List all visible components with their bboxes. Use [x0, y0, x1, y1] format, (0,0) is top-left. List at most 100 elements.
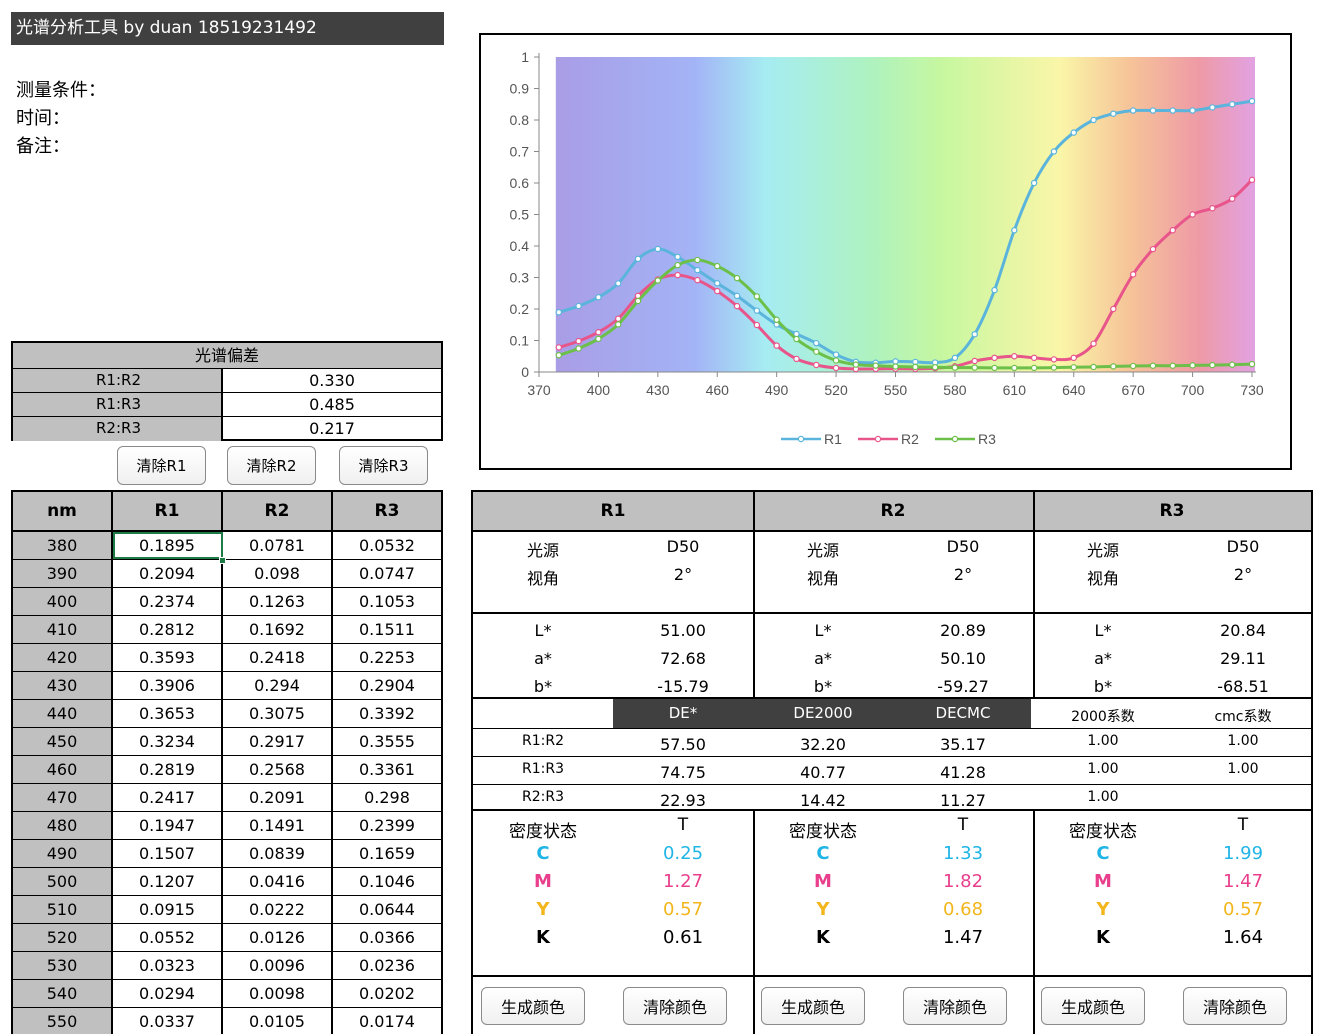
a-star-value: 29.11	[1220, 649, 1266, 668]
r3-cell[interactable]: 0.0236	[333, 952, 443, 979]
x-tick-label: 700	[1181, 382, 1205, 398]
r1-cell[interactable]: 0.1947	[113, 812, 223, 839]
r1-cell[interactable]: 0.2374	[113, 588, 223, 615]
k2000-header: 2000系数	[1071, 709, 1135, 725]
r1-cell[interactable]: 0.0552	[113, 924, 223, 951]
spectrum-chart: 0 0.1 0.2 0.3 0.4 0.5 0.6 0.7 0.8 0.9 1 370 400 430 46…	[479, 33, 1292, 470]
r2-cell[interactable]: 0.1692	[223, 616, 333, 643]
fill-handle[interactable]	[219, 557, 226, 564]
density-m-value: 1.82	[942, 871, 984, 892]
r2-cell[interactable]: 0.2568	[223, 756, 333, 783]
l-star-label: L*	[534, 621, 552, 640]
r1-cell[interactable]: 0.2417	[113, 784, 223, 811]
nm-cell: 440	[13, 700, 113, 727]
r3-cell[interactable]: 0.2904	[333, 672, 443, 699]
data-point-r1	[694, 266, 701, 274]
r3-cell[interactable]: 0.0202	[333, 980, 443, 1007]
r2-cell[interactable]: 0.0098	[223, 980, 333, 1007]
r2-cell[interactable]: 0.0781	[223, 532, 333, 559]
data-point-r2	[1070, 354, 1077, 362]
density-y-label: Y	[536, 899, 550, 920]
r2-cell[interactable]: 0.0416	[223, 868, 333, 895]
r3-cell[interactable]: 0.1511	[333, 616, 443, 643]
r3-cell[interactable]: 0.3361	[333, 756, 443, 783]
r2-cell[interactable]: 0.1491	[223, 812, 333, 839]
r1-cell[interactable]: 0.2094	[113, 560, 223, 587]
clear-r2-button[interactable]: 清除R2	[227, 446, 316, 485]
r2-cell[interactable]: 0.2091	[223, 784, 333, 811]
r1-cell[interactable]: 0.0294	[113, 980, 223, 1007]
r3-cell[interactable]: 0.0366	[333, 924, 443, 951]
r3-cell[interactable]: 0.1659	[333, 840, 443, 867]
x-tick-label: 460	[706, 382, 730, 398]
r1-cell[interactable]: 0.1207	[113, 868, 223, 895]
r3-cell[interactable]: 0.1053	[333, 588, 443, 615]
data-point-r3	[872, 362, 879, 369]
density-k-label: K	[1096, 927, 1110, 948]
r2-cell[interactable]: 0.0839	[223, 840, 333, 867]
r2-cell[interactable]: 0.3075	[223, 700, 333, 727]
r3-cell[interactable]: 0.0532	[333, 532, 443, 559]
legend-marker-r2	[874, 435, 882, 443]
clear-color-button[interactable]: 清除颜色	[623, 987, 727, 1025]
clear-color-button[interactable]: 清除颜色	[1183, 987, 1287, 1025]
r1-cell[interactable]: 0.1507	[113, 840, 223, 867]
data-point-r3	[991, 364, 998, 372]
generate-color-button[interactable]: 生成颜色	[1041, 987, 1145, 1025]
data-point-r1	[951, 354, 959, 362]
r1-cell[interactable]: 0.3653	[113, 700, 223, 727]
r3-cell[interactable]: 0.0174	[333, 1008, 443, 1034]
clear-r3-button[interactable]: 清除R3	[339, 446, 428, 485]
r3-cell[interactable]: 0.3392	[333, 700, 443, 727]
r3-cell[interactable]: 0.3555	[333, 728, 443, 755]
r1-cell[interactable]: 0.2819	[113, 756, 223, 783]
density-status-label: 密度状态	[509, 822, 577, 842]
r2-cell[interactable]: 0.098	[223, 560, 333, 587]
nm-cell: 530	[13, 952, 113, 979]
divider	[1033, 809, 1035, 1034]
x-tick-label: 670	[1121, 382, 1145, 398]
r1-cell[interactable]: 0.2812	[113, 616, 223, 643]
decmc-value: 11.27	[940, 791, 986, 810]
r1-cell[interactable]: 0.3234	[113, 728, 223, 755]
r1-cell[interactable]: 0.1895	[113, 532, 226, 564]
decmc-value: 35.17	[940, 735, 986, 754]
r1-cell[interactable]: 0.3593	[113, 644, 223, 671]
spectrum-background	[555, 57, 1255, 372]
r1-cell[interactable]: 0.0915	[113, 896, 223, 923]
data-point-r3	[1169, 362, 1176, 369]
r3-cell[interactable]: 0.2253	[333, 644, 443, 671]
r3-cell[interactable]: 0.0747	[333, 560, 443, 587]
clear-color-button[interactable]: 清除颜色	[903, 987, 1007, 1025]
clear-r1-button[interactable]: 清除R1	[117, 446, 206, 485]
r3-cell[interactable]: 0.298	[333, 784, 443, 811]
y-tick-label: 0.9	[510, 81, 530, 97]
r1-cell[interactable]: 0.0337	[113, 1008, 223, 1034]
r1-cell[interactable]: 0.3906	[113, 672, 223, 699]
divider	[473, 728, 1311, 729]
r2-cell[interactable]: 0.2917	[223, 728, 333, 755]
data-point-r1	[575, 302, 582, 310]
l-star-label: L*	[1094, 621, 1112, 640]
r2-cell[interactable]: 0.0105	[223, 1008, 333, 1034]
r2-cell[interactable]: 0.1263	[223, 588, 333, 615]
spectral-deviation-table: 光谱偏差 R1:R2 0.330 R1:R3 0.485 R2:R3 0.217	[11, 341, 443, 441]
generate-color-button[interactable]: 生成颜色	[481, 987, 585, 1025]
x-tick-label: 640	[1062, 382, 1086, 398]
r3-cell[interactable]: 0.2399	[333, 812, 443, 839]
deviation-value: 0.330	[309, 371, 355, 390]
generate-color-button[interactable]: 生成颜色	[761, 987, 865, 1025]
r2-cell[interactable]: 0.0096	[223, 952, 333, 979]
nm-cell: 510	[13, 896, 113, 923]
k2000-value: 1.00	[1087, 733, 1119, 749]
r2-cell[interactable]: 0.294	[223, 672, 333, 699]
r2-cell[interactable]: 0.0222	[223, 896, 333, 923]
r1-cell[interactable]: 0.0323	[113, 952, 223, 979]
r3-cell[interactable]: 0.1046	[333, 868, 443, 895]
r3-cell[interactable]: 0.0644	[333, 896, 443, 923]
data-point-r1	[971, 331, 978, 338]
r2-cell[interactable]: 0.2418	[223, 644, 333, 671]
r2-cell[interactable]: 0.0126	[223, 924, 333, 951]
table-row: 420 0.3593 0.2418 0.2253	[13, 644, 443, 672]
data-point-r2	[595, 329, 602, 336]
